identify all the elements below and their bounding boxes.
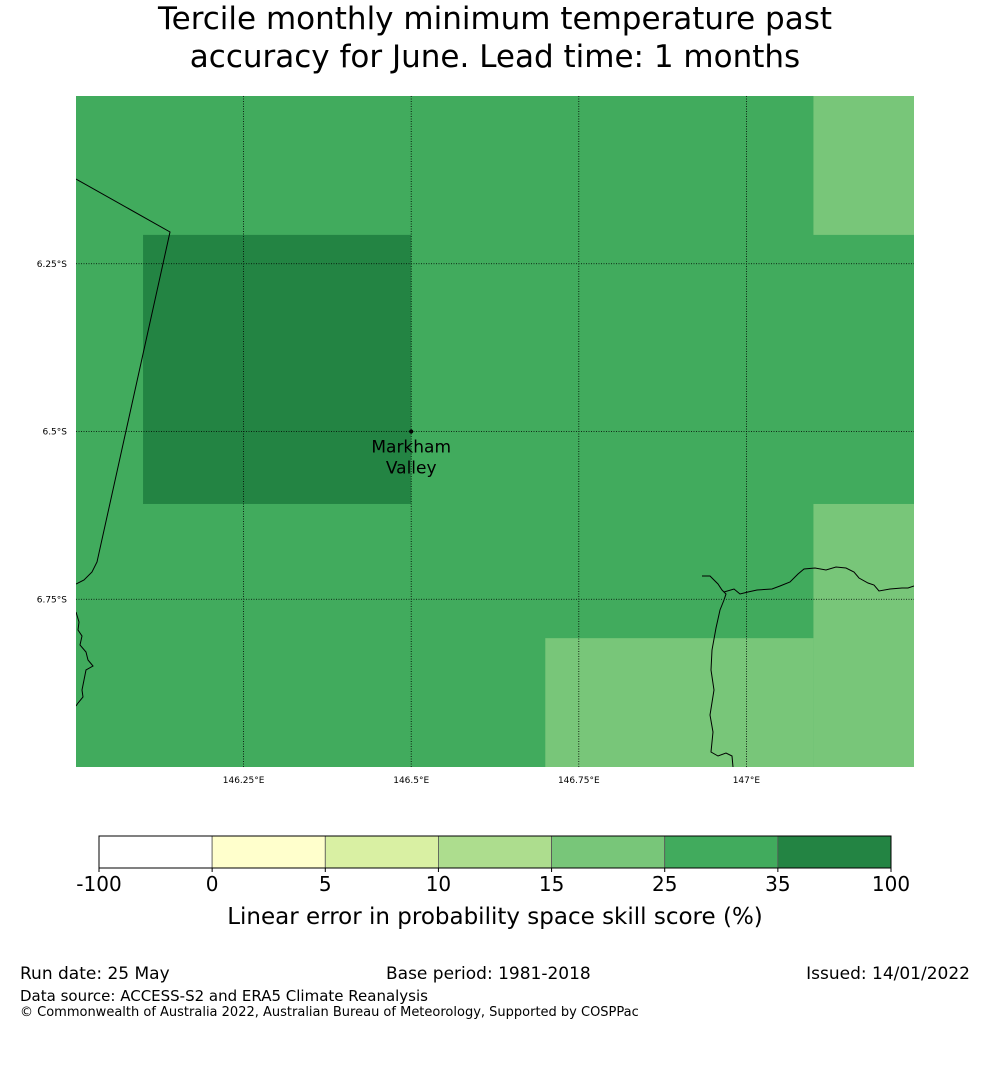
colorbar-tick-label: 15 [539, 872, 564, 896]
colorbar-segment-3 [438, 835, 552, 869]
chart-title: Tercile monthly minimum temperature past… [157, 1, 833, 75]
grid-cell-1 [813, 96, 914, 235]
colorbar-tick-label: 25 [652, 872, 677, 896]
lon-tick-label: 147°E [733, 776, 761, 786]
colorbar-tick-label: 5 [319, 872, 332, 896]
lon-tick-label: 146.5°E [393, 776, 429, 786]
colorbar-outline [98, 835, 892, 869]
river-coast-east [702, 575, 734, 767]
grid-cell-2 [143, 234, 412, 504]
lat-tick-label: 6.75°S [37, 595, 68, 605]
grid-cell-4 [545, 638, 814, 767]
coastline-west [76, 611, 94, 707]
colorbar-tick-label: -100 [76, 872, 121, 896]
axis-ticks: 6.25°S 6.5°S 6.75°S 146.25°E 146.5°E 146.75°E… [37, 260, 761, 786]
colorbar-tick-label: 100 [872, 872, 910, 896]
grid-cell-3 [813, 503, 914, 767]
lat-tick-label: 6.5°S [42, 428, 67, 438]
base-period: Base period: 1981-2018 [386, 964, 591, 984]
colorbar-segment-0 [98, 835, 213, 869]
colorbar-segment-1 [211, 835, 326, 869]
place-label-line2: Valley [386, 459, 437, 479]
colorbar-segment-2 [324, 835, 439, 869]
lon-tick-label: 146.25°E [223, 776, 265, 786]
issued-date: Issued: 14/01/2022 [806, 964, 970, 984]
colorbar-tick-label: 35 [765, 872, 790, 896]
colorbar-tick-label: 0 [206, 872, 219, 896]
data-source: Data source: ACCESS-S2 and ERA5 Climate … [20, 987, 428, 1005]
place-marker: Markham Valley [371, 429, 451, 479]
colorbar-tick-label: 10 [426, 872, 451, 896]
lat-tick-label: 6.25°S [37, 260, 68, 270]
colorbar-segment-5 [664, 835, 779, 869]
colorbar: -100 0 5 10 15 25 35 100 [76, 835, 910, 896]
colorbar-title: Linear error in probability space skill … [227, 904, 763, 930]
coastlines [76, 178, 914, 767]
copyright: © Commonwealth of Australia 2022, Austra… [20, 1005, 639, 1020]
run-date: Run date: 25 May [20, 964, 170, 984]
lon-tick-label: 146.75°E [558, 776, 600, 786]
coastline-east [723, 566, 914, 595]
colorbar-segment-4 [551, 835, 666, 869]
colorbar-segment-6 [777, 835, 892, 869]
place-label-line1: Markham [371, 438, 451, 458]
place-dot [409, 429, 414, 434]
border-line [76, 178, 171, 585]
